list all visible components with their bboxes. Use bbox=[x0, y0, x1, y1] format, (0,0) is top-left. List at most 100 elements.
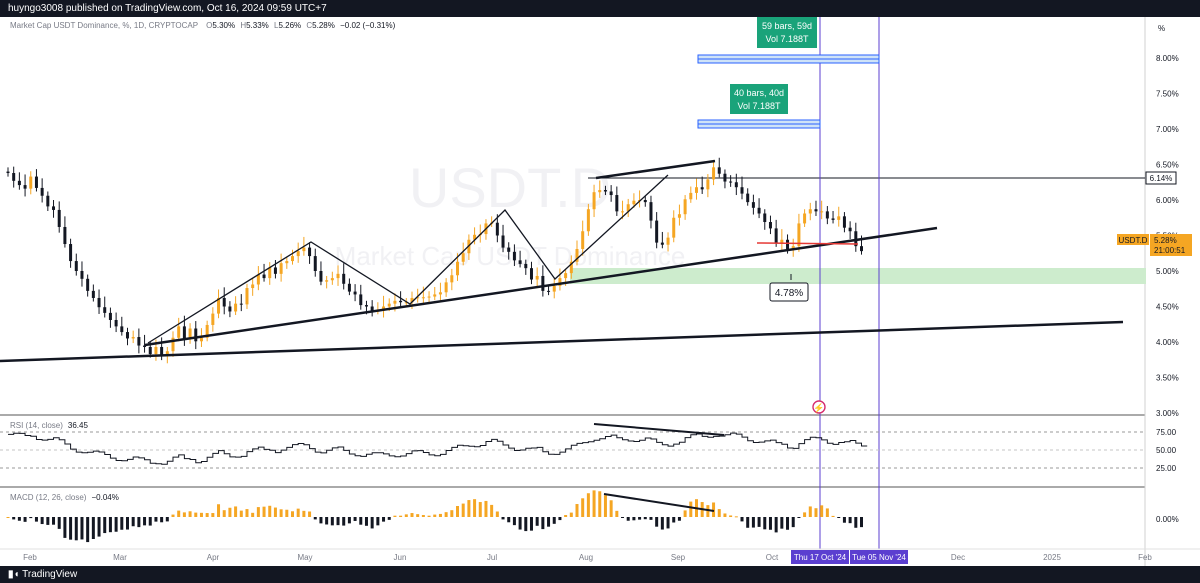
candle-body bbox=[74, 261, 78, 271]
candle-body bbox=[655, 220, 659, 243]
candle-body bbox=[291, 256, 294, 262]
macd-bar bbox=[786, 517, 790, 530]
macd-bar bbox=[723, 513, 727, 517]
macd-bar bbox=[473, 499, 477, 517]
publisher-bar: huyngo3008 published on TradingView.com,… bbox=[0, 0, 1200, 17]
publisher-text: huyngo3008 published on TradingView.com,… bbox=[8, 3, 327, 14]
macd-bar bbox=[342, 517, 346, 526]
macd-bar bbox=[603, 495, 607, 517]
macd-bar bbox=[410, 513, 414, 517]
candle-body bbox=[40, 187, 44, 196]
candle-body bbox=[473, 234, 477, 240]
candle-body bbox=[86, 278, 90, 291]
macd-bar bbox=[660, 517, 664, 530]
candle-body bbox=[837, 216, 841, 220]
macd-bar bbox=[740, 517, 744, 522]
candle-body bbox=[199, 337, 203, 342]
candle-body bbox=[768, 222, 772, 229]
macd-bar bbox=[444, 512, 448, 517]
candle-body bbox=[626, 204, 630, 212]
candle-body bbox=[313, 256, 317, 271]
macd-bar bbox=[535, 517, 539, 526]
macd-bar bbox=[689, 501, 693, 517]
candle-body bbox=[666, 237, 670, 245]
legend-close: 5.28% bbox=[312, 21, 335, 30]
macd-bar bbox=[586, 493, 590, 517]
candle-body bbox=[592, 192, 596, 210]
candle-body bbox=[672, 217, 676, 238]
price-scale-unit: % bbox=[1158, 24, 1165, 33]
candle-body bbox=[421, 297, 425, 299]
macd-bar bbox=[490, 504, 494, 517]
tradingview-logo-icon[interactable]: ▮◖ bbox=[8, 569, 20, 580]
level-price-box bbox=[1145, 171, 1177, 185]
current-price: 5.28% bbox=[1154, 236, 1177, 245]
macd-bar bbox=[598, 491, 602, 517]
candle-body bbox=[188, 328, 192, 340]
long-trendline bbox=[0, 320, 1124, 363]
candle-body bbox=[860, 246, 863, 252]
macd-bar bbox=[763, 517, 767, 530]
rsi-value: 36.45 bbox=[68, 421, 89, 430]
macd-bar bbox=[211, 513, 215, 517]
cursor-date-box-2 bbox=[850, 550, 908, 564]
macd-bar bbox=[120, 517, 124, 530]
candle-body bbox=[529, 268, 533, 280]
candle-body bbox=[564, 273, 568, 279]
candle-body bbox=[456, 261, 460, 276]
macd-bar bbox=[336, 517, 340, 526]
footer-bar: ▮◖ TradingView bbox=[0, 566, 1200, 583]
chart-background bbox=[0, 17, 1200, 566]
macd-bar bbox=[501, 517, 505, 520]
candle-body bbox=[558, 278, 562, 286]
alert-icon[interactable] bbox=[812, 400, 826, 414]
macd-bar bbox=[456, 506, 460, 517]
macd-bar bbox=[478, 502, 482, 517]
macd-bar bbox=[814, 508, 818, 517]
macd-bar bbox=[825, 508, 829, 517]
macd-bar bbox=[677, 517, 681, 521]
countdown: 21:00:51 bbox=[1154, 246, 1186, 255]
candle-body bbox=[63, 226, 67, 245]
candle-body bbox=[23, 185, 27, 189]
time-axis[interactable]: Feb Mar Apr May Jun Jul Aug Sep Oct Dec 2025 Feb bbox=[23, 553, 1152, 562]
candle-body bbox=[706, 179, 710, 190]
candle-body bbox=[683, 199, 687, 215]
macd-bar bbox=[364, 517, 368, 526]
candle-body bbox=[205, 324, 209, 338]
candle-body bbox=[342, 273, 346, 284]
macd-bar bbox=[171, 514, 175, 517]
macd-bar bbox=[262, 506, 266, 517]
candle-body bbox=[808, 209, 812, 214]
candle-body bbox=[393, 300, 397, 304]
candle-body bbox=[660, 242, 664, 245]
candle-body bbox=[239, 303, 243, 305]
macd-bar bbox=[279, 509, 283, 517]
candle-body bbox=[586, 209, 590, 232]
macd-bar bbox=[831, 515, 835, 517]
candle-body bbox=[370, 306, 374, 311]
candle-body bbox=[825, 211, 829, 219]
macd-bar bbox=[558, 517, 562, 521]
price-tick: 6.50% bbox=[1156, 161, 1179, 170]
chart-svg[interactable]: USDT.D Market Cap USDT Dominance 59 bars… bbox=[0, 17, 1200, 566]
macd-bar bbox=[757, 517, 761, 527]
macd-bar bbox=[672, 517, 676, 523]
candle-body bbox=[182, 326, 186, 340]
candle-body bbox=[103, 307, 107, 313]
macd-bar bbox=[461, 503, 465, 517]
macd-bar bbox=[842, 517, 846, 523]
alert-icon-glyph: ⚡ bbox=[813, 402, 824, 414]
macd-bar bbox=[768, 517, 772, 530]
macd-bar bbox=[564, 515, 568, 517]
macd-bar bbox=[40, 517, 44, 525]
macd-bar bbox=[177, 510, 181, 517]
candle-body bbox=[518, 260, 522, 264]
candle-body bbox=[842, 216, 846, 228]
range1-vol: Vol 7.188T bbox=[765, 34, 809, 44]
candle-body bbox=[108, 312, 112, 320]
candle-body bbox=[251, 284, 255, 289]
macd-bar bbox=[80, 517, 84, 540]
macd-bar bbox=[746, 517, 750, 528]
top-channel-line bbox=[595, 159, 716, 180]
